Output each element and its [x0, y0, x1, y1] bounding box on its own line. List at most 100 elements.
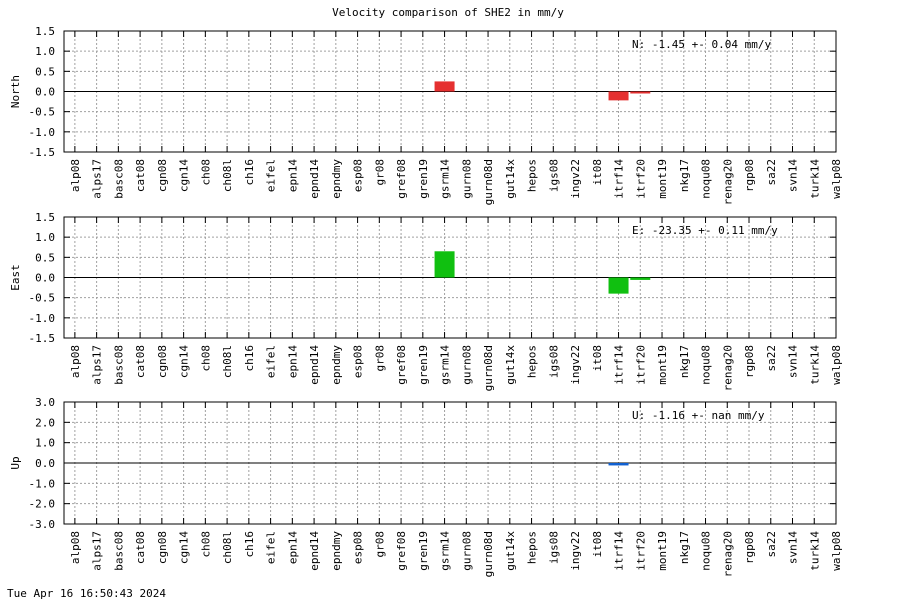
x-tick-label: cgn14	[178, 159, 191, 192]
x-tick-label: mont19	[656, 345, 669, 385]
y-axis-label: East	[9, 264, 22, 291]
x-tick-label: epndmy	[330, 345, 343, 385]
x-tick-label: noqu08	[700, 159, 713, 199]
x-tick-label: mont19	[656, 531, 669, 571]
x-tick-label: esp08	[352, 531, 365, 564]
x-tick-label: basc08	[112, 531, 125, 571]
x-tick-label: alp08	[69, 531, 82, 564]
x-tick-label: it08	[591, 159, 604, 186]
x-tick-label: turk14	[808, 159, 821, 199]
x-tick-label: noqu08	[700, 345, 713, 385]
x-tick-label: gsrm14	[439, 345, 452, 385]
x-tick-label: renag20	[721, 159, 734, 205]
plot-frame	[63, 216, 837, 339]
x-tick-label: esp08	[352, 159, 365, 192]
y-tick-label: 1.0	[35, 231, 55, 244]
x-tick-label: itrf14	[613, 345, 626, 385]
panel-annotation: E: -23.35 +- 0.11 mm/y	[632, 224, 778, 237]
x-tick-label: rgp08	[743, 159, 756, 192]
x-tick-label: gsrm14	[439, 159, 452, 199]
x-tick-label: nkg17	[678, 159, 691, 192]
x-tick-label: gut14x	[504, 159, 517, 199]
panel-annotation: U: -1.16 +- nan mm/y	[632, 409, 765, 422]
x-tick-label: it08	[591, 345, 604, 372]
x-tick-label: eifel	[265, 531, 278, 564]
x-tick-label: epnd14	[308, 159, 321, 199]
x-tick-label: ch08l	[221, 159, 234, 192]
x-tick-label: epndmy	[330, 531, 343, 571]
x-tick-label: epn14	[286, 531, 299, 564]
x-tick-label: noqu08	[700, 531, 713, 571]
x-tick-label: rgp08	[743, 531, 756, 564]
y-tick-label: 0.5	[35, 251, 55, 264]
x-tick-label: epn14	[286, 345, 299, 378]
x-tick-label: gurn08d	[482, 159, 495, 205]
x-tick-label: hepos	[526, 159, 539, 192]
x-tick-label: turk14	[808, 531, 821, 571]
bar-gsrm14	[434, 81, 455, 92]
x-tick-label: itrf20	[634, 345, 647, 385]
x-tick-label: gren19	[417, 531, 430, 571]
y-tick-label: -3.0	[29, 518, 56, 531]
y-tick-label: -2.0	[29, 498, 56, 511]
x-tick-label: ingv22	[569, 159, 582, 199]
y-tick-label: 2.0	[35, 416, 55, 429]
x-tick-label: alp08	[69, 159, 82, 192]
x-tick-label: itrf14	[613, 159, 626, 199]
x-tick-label: svn14	[787, 531, 800, 564]
x-tick-label: walp08	[830, 531, 843, 571]
x-tick-label: cat08	[134, 159, 147, 192]
x-tick-label: gurn08d	[482, 345, 495, 391]
x-tick-label: ch08l	[221, 345, 234, 378]
x-tick-label: itrf14	[613, 531, 626, 571]
bar-itrf20	[630, 91, 651, 94]
x-tick-label: gsrm14	[439, 531, 452, 571]
x-tick-label: cgn08	[156, 345, 169, 378]
y-tick-label: -0.5	[29, 106, 56, 119]
x-tick-label: gref08	[395, 345, 408, 385]
x-tick-label: epnd14	[308, 345, 321, 385]
x-tick-label: itrf20	[634, 159, 647, 199]
x-tick-label: cgn14	[178, 345, 191, 378]
x-tick-label: ch16	[243, 345, 256, 372]
y-tick-label: -1.0	[29, 312, 56, 325]
x-tick-label: igs08	[547, 159, 560, 192]
y-tick-label: -0.5	[29, 292, 56, 305]
x-tick-label: ch08l	[221, 531, 234, 564]
x-tick-label: alps17	[91, 345, 104, 385]
bar-itrf14	[608, 91, 629, 101]
bar-itrf14	[608, 277, 629, 294]
x-tick-label: ch16	[243, 159, 256, 186]
x-tick-label: epndmy	[330, 159, 343, 199]
timestamp: Tue Apr 16 16:50:43 2024	[7, 587, 166, 600]
x-tick-label: alps17	[91, 531, 104, 571]
y-tick-label: 0.0	[35, 457, 55, 470]
x-tick-label: svn14	[787, 345, 800, 378]
x-tick-label: gr08	[373, 531, 386, 558]
x-tick-label: nkg17	[678, 531, 691, 564]
y-tick-label: 1.0	[35, 45, 55, 58]
x-tick-label: hepos	[526, 531, 539, 564]
chart-panel-up: -3.0 -2.0 -1.0 0.0 1.0 2.0 3.0 alp08 alps17 basc0…	[9, 396, 843, 577]
x-tick-label: gurn08	[460, 531, 473, 571]
y-tick-label: 0.5	[35, 65, 55, 78]
x-tick-label: basc08	[112, 159, 125, 199]
x-tick-label: ingv22	[569, 345, 582, 385]
x-tick-label: ch08	[199, 531, 212, 558]
x-tick-label: turk14	[808, 345, 821, 385]
y-tick-label: -1.5	[29, 332, 56, 345]
y-tick-label: 1.0	[35, 437, 55, 450]
x-tick-label: esp08	[352, 345, 365, 378]
y-axis-label: Up	[9, 456, 22, 469]
y-tick-label: 3.0	[35, 396, 55, 409]
bar-itrf20	[630, 277, 651, 280]
x-tick-label: cat08	[134, 345, 147, 378]
x-tick-label: itrf20	[634, 531, 647, 571]
plot-frame	[63, 30, 837, 153]
x-tick-label: sa22	[765, 531, 778, 558]
bar-gsrm14	[434, 251, 455, 278]
x-tick-label: rgp08	[743, 345, 756, 378]
x-tick-label: gref08	[395, 159, 408, 199]
plot-frame	[63, 401, 837, 525]
